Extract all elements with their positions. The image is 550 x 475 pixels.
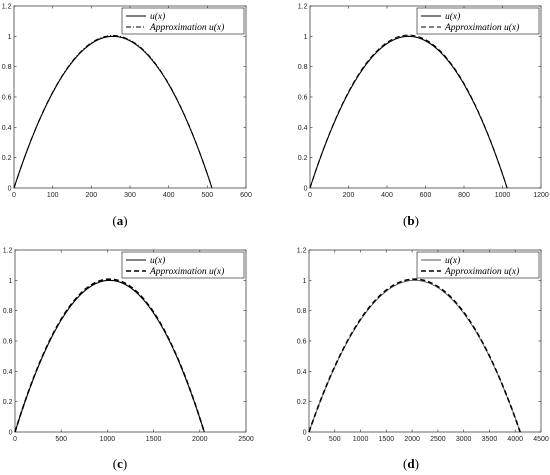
y-tick-label: 0 — [9, 430, 13, 437]
x-tick-label: 4000 — [507, 436, 523, 443]
legend-label: u(x) — [445, 255, 460, 266]
caption-paren-close: ) — [123, 213, 127, 228]
x-tick-label: 2500 — [238, 436, 254, 443]
chart-panel: 0 500 1000 1500 2000 2500 3000 3500 4000 4500 0 0.2… — [297, 248, 549, 472]
y-tick-label: 0.2 — [298, 155, 308, 162]
series-line-approximation — [14, 278, 206, 433]
x-tick-label: 1500 — [146, 436, 162, 443]
y-tick-label: 0.4 — [3, 369, 13, 376]
series-line-approximation — [309, 34, 508, 189]
panel-caption: (d) — [403, 456, 419, 471]
x-tick-label: 2000 — [404, 436, 420, 443]
x-tick-label: 600 — [420, 192, 432, 199]
legend-label: u(x) — [445, 11, 460, 22]
axes-box — [309, 5, 542, 189]
caption-paren-open: ( — [112, 213, 116, 228]
y-tick-label: 0.6 — [3, 339, 13, 346]
x-tick-label: 3000 — [456, 436, 472, 443]
caption-letter: d — [407, 456, 415, 471]
legend-label: Approximation u(x) — [444, 266, 519, 277]
y-tick-label: 1 — [303, 278, 307, 285]
y-tick-label: 0.4 — [2, 125, 12, 132]
x-tick-label: 0 — [13, 436, 17, 443]
y-tick-label: 0.6 — [298, 95, 308, 102]
axes-box — [13, 5, 247, 189]
y-tick-label: 0.8 — [297, 308, 307, 315]
chart-panel: 0 200 400 600 800 1000 1200 0 0.2 0.4 0.6 0.8 1 1.2 u(… — [298, 4, 549, 229]
x-tick-label: 1200 — [533, 192, 549, 199]
caption-paren-open: ( — [403, 213, 407, 228]
y-tick-label: 1.2 — [3, 248, 13, 255]
x-tick-label: 200 — [85, 192, 97, 199]
y-tick-label: 0.2 — [2, 155, 12, 162]
chart-panel: 0 500 1000 1500 2000 2500 0 0.2 0.4 0.6 0.8 1 1.2 u(x… — [3, 248, 254, 472]
y-tick-label: 0.2 — [297, 399, 307, 406]
x-tick-label: 1000 — [353, 436, 369, 443]
panel-caption: (b) — [403, 213, 419, 228]
x-tick-label: 0 — [12, 192, 16, 199]
x-tick-label: 1000 — [100, 436, 116, 443]
panel-caption: (a) — [112, 213, 127, 228]
caption-paren-close: ) — [415, 456, 419, 471]
y-tick-label: 0 — [8, 186, 12, 193]
caption-paren-open: ( — [113, 456, 117, 471]
y-tick-label: 1 — [304, 34, 308, 41]
caption-paren-open: ( — [403, 456, 407, 471]
chart-panel: 0 100 200 300 400 500 600 0 0.2 0.4 0.6 0.8 1 1.2 u(x)… — [2, 4, 252, 229]
x-tick-label: 1500 — [379, 436, 395, 443]
x-tick-label: 3500 — [482, 436, 498, 443]
x-tick-label: 200 — [343, 192, 355, 199]
y-tick-label: 0.6 — [2, 95, 12, 102]
series-line-approximation — [13, 35, 213, 189]
y-tick-label: 0.8 — [2, 64, 12, 71]
legend-label: u(x) — [150, 11, 165, 22]
caption-letter: c — [117, 456, 123, 471]
x-tick-label: 2500 — [430, 436, 446, 443]
y-tick-label: 0 — [304, 186, 308, 193]
x-tick-label: 600 — [240, 192, 252, 199]
y-tick-label: 1.2 — [2, 4, 12, 11]
legend-label: Approximation u(x) — [149, 266, 224, 277]
x-tick-label: 400 — [381, 192, 393, 199]
x-tick-label: 0 — [307, 436, 311, 443]
y-tick-label: 0.8 — [3, 308, 13, 315]
x-tick-label: 2000 — [192, 436, 208, 443]
x-tick-label: 400 — [163, 192, 175, 199]
y-tick-label: 0.4 — [298, 125, 308, 132]
x-tick-label: 500 — [201, 192, 213, 199]
axes-box — [14, 249, 247, 433]
y-tick-label: 0 — [303, 430, 307, 437]
x-tick-label: 300 — [124, 192, 136, 199]
legend-box — [121, 251, 245, 279]
x-tick-label: 500 — [55, 436, 67, 443]
x-tick-label: 4500 — [533, 436, 549, 443]
y-tick-label: 0.4 — [297, 369, 307, 376]
legend-box — [121, 7, 245, 35]
caption-paren-close: ) — [415, 213, 419, 228]
y-tick-label: 0.6 — [297, 339, 307, 346]
x-tick-label: 100 — [47, 192, 59, 199]
y-tick-label: 1.2 — [297, 248, 307, 255]
x-tick-label: 0 — [308, 192, 312, 199]
y-tick-label: 1.2 — [298, 4, 308, 11]
caption-paren-close: ) — [123, 456, 127, 471]
legend-box — [416, 251, 540, 279]
caption-letter: b — [407, 213, 414, 228]
series-line-approximation — [308, 278, 521, 433]
legend-label: Approximation u(x) — [149, 22, 224, 33]
y-tick-label: 0.8 — [298, 64, 308, 71]
y-tick-label: 1 — [9, 278, 13, 285]
x-tick-label: 800 — [458, 192, 470, 199]
panel-caption: (c) — [113, 456, 127, 471]
legend-label: u(x) — [150, 255, 165, 266]
x-tick-label: 1000 — [495, 192, 511, 199]
caption-letter: a — [117, 213, 124, 228]
legend-label: Approximation u(x) — [444, 22, 519, 33]
y-tick-label: 1 — [8, 34, 12, 41]
x-tick-label: 500 — [329, 436, 341, 443]
legend-box — [416, 7, 540, 35]
y-tick-label: 0.2 — [3, 399, 13, 406]
